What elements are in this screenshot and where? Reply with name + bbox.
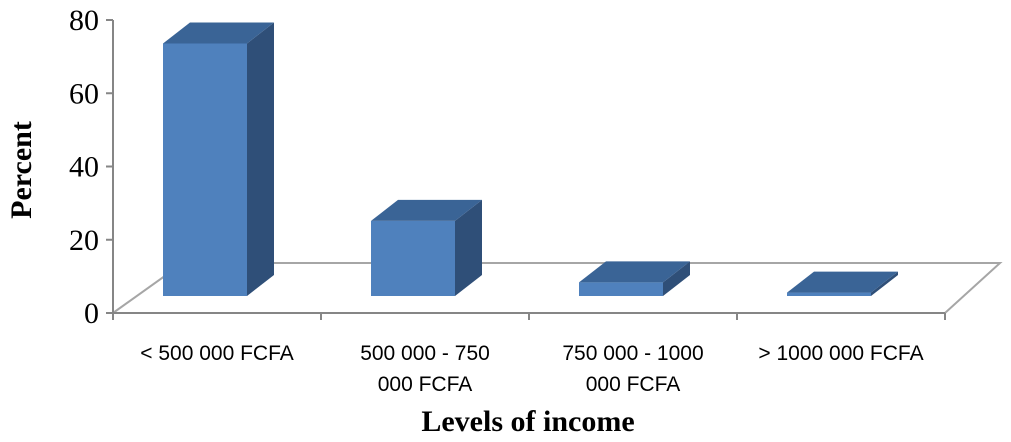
x-axis	[112, 312, 946, 320]
bar	[163, 22, 274, 296]
x-axis-title: Levels of income	[421, 405, 634, 438]
y-axis-title: Percent	[5, 121, 38, 219]
bar-top	[371, 199, 482, 221]
x-tick-labels: < 500 000 FCFA 500 000 - 750 000 FCFA 750 0…	[140, 342, 923, 396]
bar	[579, 261, 690, 296]
bar	[371, 199, 482, 296]
x-tick-label: 500 000 - 750 000 FCFA	[360, 342, 490, 396]
bar-series	[163, 22, 898, 296]
x-tick-label: > 1000 000 FCFA	[758, 342, 923, 365]
bar-front	[787, 292, 871, 296]
bar-top	[163, 22, 274, 44]
bar-front	[579, 282, 663, 296]
bar-side	[455, 199, 482, 296]
y-tick-label: 60	[69, 77, 99, 110]
bar-top	[787, 271, 898, 293]
x-tick-label: 750 000 - 1000 000 FCFA	[562, 342, 703, 396]
bar-front	[163, 43, 247, 296]
bar-top	[579, 261, 690, 283]
bar-side	[871, 271, 898, 296]
x-tick-label: < 500 000 FCFA	[140, 342, 294, 365]
y-tick-label: 20	[69, 224, 99, 257]
bar	[787, 271, 898, 296]
y-axis: 0 20 40 60 80	[69, 4, 114, 330]
bar-side	[247, 22, 274, 296]
y-tick-label: 0	[84, 297, 99, 330]
bar-front	[371, 220, 455, 296]
y-tick-label: 40	[69, 151, 99, 184]
bar-side	[663, 261, 690, 296]
y-tick-label: 80	[69, 4, 99, 37]
